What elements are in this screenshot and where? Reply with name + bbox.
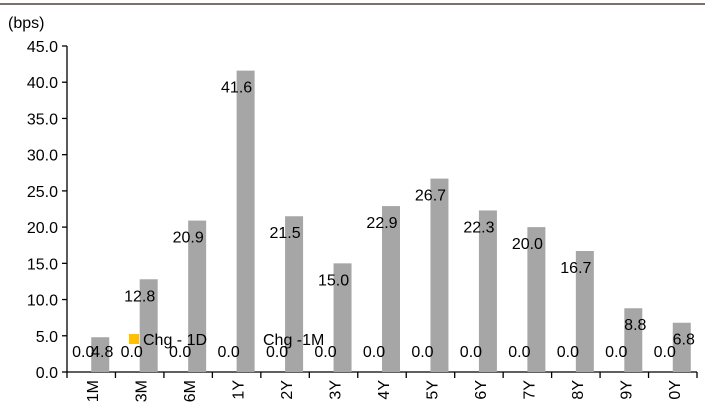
data-label-chg-1m: 22.3 xyxy=(463,219,494,236)
y-axis-unit-label: (bps) xyxy=(8,15,44,32)
x-tick-label: 4Y xyxy=(376,380,393,400)
legend-label-chg-1m: Chg -1M xyxy=(263,332,324,349)
bar-chg-1m xyxy=(478,210,497,372)
x-tick-label: 3M xyxy=(134,380,151,402)
data-label-chg-1m: 6.8 xyxy=(673,332,695,349)
data-label-chg-1d: 0.0 xyxy=(72,344,94,361)
bar-chg-1m xyxy=(139,279,158,372)
data-label-chg-1d: 0.0 xyxy=(363,344,385,361)
bar-chg-1m xyxy=(672,322,691,372)
bars xyxy=(91,70,691,373)
bar-chg-1m xyxy=(236,70,255,373)
x-tick-label: 8Y xyxy=(570,380,587,400)
data-label-chg-1d: 0.0 xyxy=(266,344,288,361)
y-tick-label: 30.0 xyxy=(27,148,58,165)
bar-chg-1m xyxy=(527,227,546,372)
bar-chg-1m xyxy=(91,337,110,372)
y-axis: 0.0 5.0 10.0 15.0 20.0 25.0 30.0 35.0 40.0 45.0 xyxy=(27,39,68,382)
y-tick-label: 35.0 xyxy=(27,111,58,128)
legend-label-chg-1d: Chg - 1D xyxy=(143,332,207,349)
x-tick-label: 2Y xyxy=(279,380,296,400)
y-tick-label: 40.0 xyxy=(27,75,58,92)
y-tick-label: 25.0 xyxy=(27,184,58,201)
y-tick-label: 45.0 xyxy=(27,39,58,56)
data-label-chg-1d: 0.0 xyxy=(557,344,579,361)
x-tick-label: 1Y xyxy=(231,380,248,400)
legend: Chg - 1D Chg -1M xyxy=(129,332,324,349)
data-label-chg-1m: 41.6 xyxy=(221,80,252,97)
data-label-chg-1d: 0.0 xyxy=(314,344,336,361)
y-tick-label: 10.0 xyxy=(27,293,58,310)
data-label-chg-1d: 0.0 xyxy=(411,344,433,361)
bar-chg-1m xyxy=(188,220,207,372)
data-label-chg-1d: 0.0 xyxy=(217,344,239,361)
y-tick-label: 0.0 xyxy=(36,365,58,382)
data-label-chg-1d: 0.0 xyxy=(169,344,191,361)
data-label-chg-1m: 20.0 xyxy=(512,236,543,253)
data-label-chg-1d: 0.0 xyxy=(460,344,482,361)
y-tick-label: 20.0 xyxy=(27,220,58,237)
data-label-chg-1m: 15.0 xyxy=(318,272,349,289)
data-label-chg-1m: 4.8 xyxy=(91,344,113,361)
x-tick-label: 5Y xyxy=(424,380,441,400)
bar-chg-1m xyxy=(575,251,594,372)
data-labels: 0.04.8 0.012.80.020.90.041.60.021.50.015.… xyxy=(72,80,695,361)
x-tick-label: 1M xyxy=(85,380,102,402)
bar-chg-1m xyxy=(333,263,352,372)
data-label-chg-1m: 21.5 xyxy=(270,225,301,242)
data-label-chg-1m: 26.7 xyxy=(415,188,446,205)
data-label-chg-1d: 0.0 xyxy=(605,344,627,361)
x-axis: 1M 3M 6M 1Y 2Y 3Y 4Y 5Y 6Y 7Y 8Y 9Y 0Y xyxy=(66,371,698,402)
y-tick-label: 15.0 xyxy=(27,256,58,273)
data-label-chg-1d: 0.0 xyxy=(654,344,676,361)
bar-chg-1m xyxy=(285,216,304,372)
bar-chg-1m xyxy=(382,206,400,372)
legend-marker-chg-1d xyxy=(129,334,139,344)
x-tick-label: 3Y xyxy=(328,380,345,400)
data-label-chg-1m: 16.7 xyxy=(560,260,591,277)
x-tick-label: 6Y xyxy=(473,380,490,400)
data-label-chg-1m: 8.8 xyxy=(624,317,646,334)
data-label-chg-1d: 0.0 xyxy=(508,344,530,361)
x-tick-label: 7Y xyxy=(521,380,538,400)
bar-chg-1m xyxy=(624,308,643,372)
data-label-chg-1m: 22.9 xyxy=(366,215,397,232)
data-label-chg-1m: 20.9 xyxy=(173,230,204,247)
x-tick-label: 0Y xyxy=(667,380,684,400)
data-label-chg-1d: 0.0 xyxy=(121,344,143,361)
data-label-chg-1m: 12.8 xyxy=(124,288,155,305)
x-tick-label: 6M xyxy=(182,380,199,402)
x-tick-label: 9Y xyxy=(618,380,635,400)
y-tick-label: 5.0 xyxy=(36,329,58,346)
bar-chg-1m xyxy=(430,178,449,372)
